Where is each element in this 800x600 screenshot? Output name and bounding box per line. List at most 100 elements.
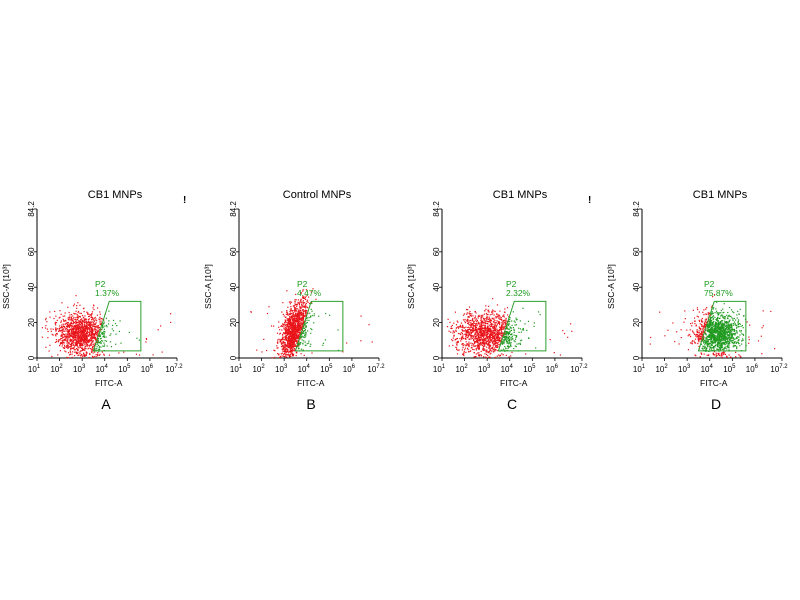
event-dot [55, 327, 57, 329]
event-dot [68, 336, 70, 339]
event-dot [748, 336, 750, 338]
event-dot [699, 333, 701, 335]
event-dot [309, 315, 312, 317]
event-dot [486, 326, 489, 329]
event-dot [80, 332, 82, 334]
event-dot [108, 354, 111, 356]
event-dot [303, 321, 305, 323]
event-dot [279, 333, 281, 335]
event-dot [486, 328, 488, 330]
event-dot [472, 318, 474, 321]
event-dot [70, 316, 72, 318]
event-dot [736, 326, 738, 328]
event-dot [93, 349, 95, 351]
event-dot [73, 355, 76, 357]
event-dot [494, 342, 496, 344]
event-dot [702, 311, 704, 313]
event-dot [504, 325, 506, 327]
y-tick-label: 0 [632, 355, 641, 360]
event-dot [488, 339, 490, 342]
event-dot [69, 319, 71, 321]
event-dot [738, 354, 740, 356]
event-dot [95, 333, 97, 335]
event-dot [291, 350, 293, 352]
event-dot [454, 311, 457, 313]
event-dot [721, 352, 723, 354]
event-dot [709, 322, 712, 324]
event-dot [297, 324, 299, 326]
event-dot [289, 334, 291, 336]
x-tick-label: 106 [746, 364, 759, 374]
event-dot [519, 343, 522, 346]
event-dot [487, 331, 490, 333]
event-dot [87, 312, 89, 314]
event-dot [461, 324, 464, 326]
event-dot [465, 337, 467, 339]
event-dot [456, 341, 458, 343]
event-dot [89, 339, 91, 341]
event-dot [291, 333, 293, 335]
event-dot [492, 312, 494, 314]
event-dot [475, 326, 478, 329]
event-dot [88, 333, 90, 335]
event-dot [697, 335, 699, 338]
event-dot [724, 353, 727, 356]
event-dot [284, 349, 287, 351]
event-dot [277, 342, 279, 344]
event-dot [475, 345, 477, 347]
event-dot [478, 342, 480, 344]
event-dot [283, 325, 285, 327]
event-dot [103, 330, 105, 332]
event-dot [303, 312, 305, 315]
event-dot [479, 339, 481, 341]
event-dot [505, 319, 507, 321]
event-dot [289, 325, 291, 327]
event-dot [93, 344, 96, 346]
event-dot [730, 315, 732, 318]
x-tick-label: 102 [655, 364, 668, 374]
event-dot [478, 328, 480, 331]
event-dot [303, 340, 305, 342]
event-dot [706, 328, 708, 330]
x-tick-label: 104 [701, 364, 714, 374]
event-dot [284, 323, 286, 325]
event-dot [708, 312, 710, 314]
event-dot [726, 332, 728, 334]
event-dot [310, 291, 312, 293]
event-dot [284, 348, 287, 350]
event-dots [446, 298, 573, 359]
event-dot [83, 336, 85, 338]
event-dot [460, 340, 462, 342]
event-dot [87, 323, 89, 325]
event-dot [715, 354, 717, 356]
event-dot [497, 332, 500, 334]
event-dot [302, 318, 305, 321]
event-dot [709, 332, 711, 335]
event-dot [508, 343, 510, 345]
event-dot [302, 313, 304, 316]
event-dot [702, 338, 704, 341]
event-dot [720, 342, 722, 344]
x-axis-label: FITC-A [297, 378, 325, 388]
event-dot [98, 318, 100, 320]
event-dot [718, 330, 720, 333]
event-dot [99, 335, 101, 338]
event-dot [294, 310, 297, 312]
event-dot [726, 356, 728, 358]
event-dot [729, 324, 731, 326]
event-dot [80, 340, 82, 343]
event-dot [287, 325, 289, 327]
event-dot [713, 338, 716, 340]
event-dot [504, 308, 506, 310]
event-dot [87, 335, 89, 337]
event-dot [500, 326, 502, 328]
event-dot [510, 339, 513, 341]
event-dot [708, 328, 711, 331]
event-dot [731, 341, 734, 344]
event-dot [68, 336, 70, 338]
event-dot [480, 338, 482, 340]
panel-d: CB1 MNPs 0 20 40 60 84.2 101 102 103 104 105 106 10… [606, 185, 800, 420]
event-dot [88, 335, 90, 337]
event-dot [287, 337, 289, 339]
